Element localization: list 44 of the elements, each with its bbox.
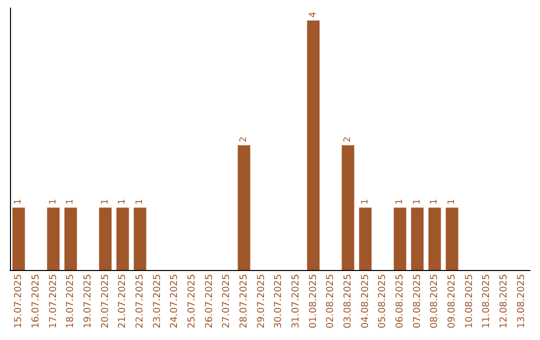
x-tick-label: 11.08.2025: [481, 274, 492, 328]
data-label: 1: [430, 198, 440, 205]
x-tick-label: 26.07.2025: [204, 274, 215, 328]
x-tick-label: 09.08.2025: [446, 274, 458, 328]
data-label: 1: [360, 198, 370, 205]
x-tick-label: 18.07.2025: [65, 274, 76, 328]
x-tick-label: 16.07.2025: [30, 274, 42, 328]
data-label: 4: [308, 11, 318, 18]
x-tick-label: 23.07.2025: [152, 274, 163, 328]
x-tick-label: 30.07.2025: [273, 274, 284, 328]
x-tick-label: 04.08.2025: [360, 274, 371, 328]
x-tick-label: 24.07.2025: [169, 274, 180, 328]
x-tick-label: 13.08.2025: [516, 274, 527, 328]
data-label: 1: [48, 198, 58, 205]
x-tick-label: 19.07.2025: [82, 274, 94, 328]
data-label: 1: [135, 198, 145, 205]
x-tick-label: 05.08.2025: [377, 274, 388, 328]
x-tick-label: 08.08.2025: [429, 274, 440, 328]
x-tick-label: 07.08.2025: [412, 274, 423, 328]
x-tick-label: 12.08.2025: [498, 274, 510, 328]
data-label: 1: [100, 198, 110, 205]
x-tick-label: 22.07.2025: [134, 274, 146, 328]
data-label: 1: [118, 198, 128, 205]
x-tick-label: 17.07.2025: [48, 274, 59, 328]
x-tick-label: 03.08.2025: [342, 274, 354, 328]
x-tick-label: 29.07.2025: [256, 274, 267, 328]
x-tick-label: 10.08.2025: [464, 274, 475, 328]
x-tick-label: 02.08.2025: [325, 274, 336, 328]
x-tick-label: 01.08.2025: [308, 274, 319, 328]
data-label: 2: [239, 136, 249, 142]
data-label: 1: [447, 198, 457, 205]
x-tick-label: 21.07.2025: [117, 274, 128, 328]
x-tick-label: 20.07.2025: [100, 274, 111, 328]
x-tick-label: 06.08.2025: [394, 274, 406, 328]
data-label: 1: [395, 198, 405, 205]
x-tick-label: 27.07.2025: [221, 274, 232, 328]
data-label: 1: [14, 198, 24, 205]
data-label: 2: [343, 136, 353, 142]
x-tick-label: 28.07.2025: [238, 274, 250, 328]
x-tick-label: 31.07.2025: [290, 274, 302, 328]
data-label: 1: [412, 198, 422, 205]
x-tick-label: 25.07.2025: [186, 274, 198, 328]
x-tick-label: 15.07.2025: [13, 274, 24, 328]
data-label: 1: [66, 198, 76, 205]
